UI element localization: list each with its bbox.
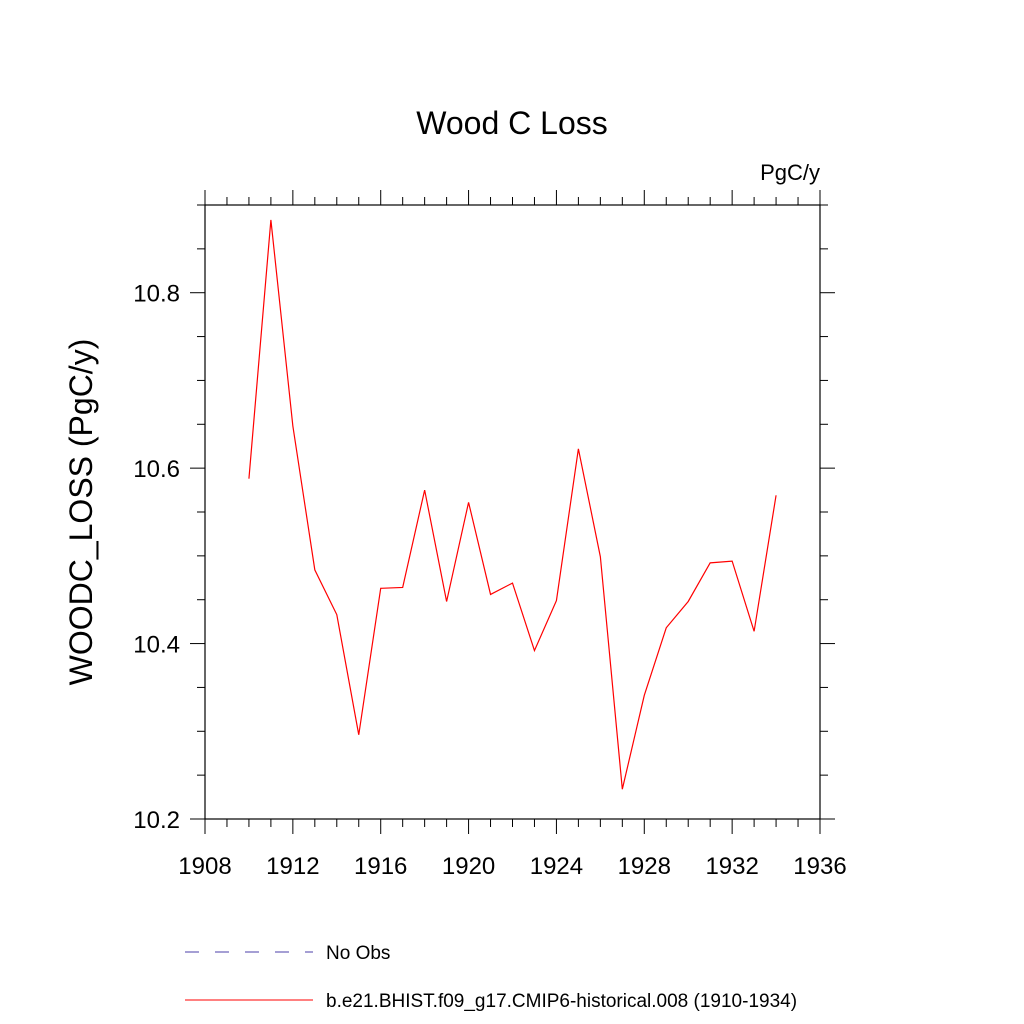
axis-tick-labels: 1908 1912 1916 1920 1924 1928 1932 1936 10.2 10.4… (133, 281, 846, 880)
chart-title: Wood C Loss (416, 105, 608, 141)
y-tick-label: 10.8 (133, 281, 180, 308)
x-tick-label: 1908 (178, 853, 231, 880)
x-tick-label: 1920 (442, 853, 495, 880)
y-axis-title: WOODC_LOSS (PgC/y) (63, 339, 99, 686)
legend-label: b.e21.BHIST.f09_g17.CMIP6-historical.008… (326, 991, 797, 1012)
x-tick-label: 1912 (266, 853, 319, 880)
x-tick-label: 1916 (354, 853, 407, 880)
y-tick-label: 10.2 (133, 807, 180, 834)
plot-frame (204, 204, 821, 820)
series-line (248, 219, 777, 790)
x-tick-label: 1924 (530, 853, 583, 880)
y-tick-label: 10.6 (133, 456, 180, 483)
y-tick-label: 10.4 (133, 632, 180, 659)
axis-ticks (190, 190, 835, 834)
x-tick-label: 1932 (705, 853, 758, 880)
series-layer (248, 219, 777, 790)
units-label: PgC/y (760, 160, 820, 185)
legend-label: No Obs (326, 943, 390, 964)
x-tick-label: 1936 (793, 853, 846, 880)
legend: No Obs b.e21.BHIST.f09_g17.CMIP6-historic… (185, 943, 797, 1012)
x-tick-label: 1928 (618, 853, 671, 880)
